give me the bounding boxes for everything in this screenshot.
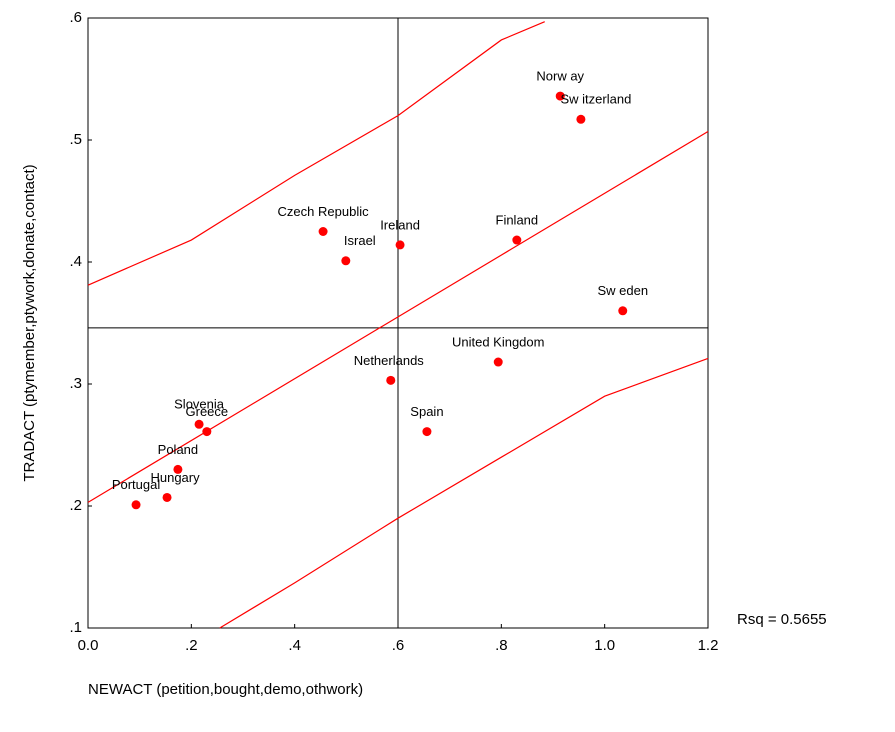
y-tick-label: .4 [69,253,82,270]
point [318,227,328,236]
x-tick-label: .2 [185,637,198,654]
x-tick-label: .4 [288,637,301,654]
x-tick-label: .8 [495,637,508,654]
fit-line [87,130,709,503]
x-axis-title: NEWACT (petition,bought,demo,othwork) [88,681,363,698]
point [493,357,503,367]
y-tick-label: .3 [69,375,82,392]
x-tick-label: 0.0 [78,637,99,654]
point [173,464,183,474]
point-label: Norw ay [536,69,584,84]
point-label: Netherlands [354,353,425,368]
point [512,235,522,245]
point-label: Czech Republic [278,204,370,219]
point-label: Slovenia [174,397,225,412]
point [202,427,212,437]
point [131,500,141,510]
rsq-annotation: Rsq = 0.5655 [737,611,827,628]
point-label: Israel [344,233,376,248]
lower-band [219,357,709,629]
point-label: Sw eden [597,283,648,298]
point-label: Hungary [150,470,200,485]
point [576,114,586,124]
y-axis-title: TRADACT (ptymember,ptywork,donate,contac… [21,164,38,481]
y-tick-label: .5 [69,131,82,148]
point-label: Ireland [380,217,420,232]
point-label: United Kingdom [452,334,545,349]
point-label: Sw itzerland [560,92,631,107]
point [555,91,565,101]
point-label: Greece [186,404,229,419]
point-label: Portugal [112,477,161,492]
point [194,419,204,429]
point [395,240,405,250]
point [341,256,351,266]
point [386,375,396,385]
y-tick-label: .1 [69,619,82,636]
y-tick-label: .6 [69,9,82,26]
y-tick-label: .2 [69,497,82,514]
point-label: Spain [410,404,443,419]
x-tick-label: 1.0 [594,637,615,654]
point [162,492,172,502]
x-tick-label: 1.2 [698,637,719,654]
point-label: Finland [496,212,539,227]
point [422,427,432,437]
point [618,306,628,316]
point-label: Poland [158,442,198,457]
upper-band [87,21,545,286]
x-tick-label: .6 [392,637,405,654]
